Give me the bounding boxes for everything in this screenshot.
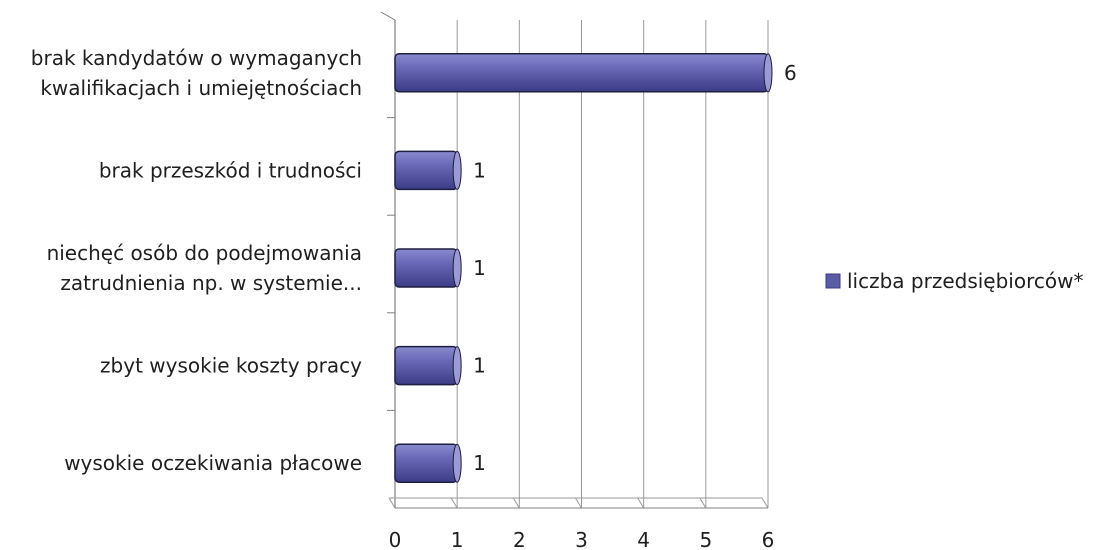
category-label: zbyt wysokie koszty pracy	[100, 354, 362, 378]
x-tick-label: 5	[699, 528, 712, 550]
labels: 0 1 2 3 4 5 6 6 brak kandydatów o wymaganych kwal…	[31, 46, 797, 550]
gridline-foot	[388, 497, 396, 509]
bar	[394, 150, 462, 191]
bar-body	[394, 443, 458, 483]
gridline-foot	[450, 497, 458, 509]
bar-body	[394, 345, 458, 386]
x-tick-label: 6	[762, 528, 775, 550]
gridline-foot	[699, 497, 707, 509]
x-tick-label: 3	[575, 528, 588, 550]
category-label: brak kandydatów o wymaganych	[31, 46, 362, 70]
bar	[394, 248, 462, 288]
gridline-foot	[637, 497, 645, 509]
bars	[394, 53, 773, 483]
y-axis-top-edge	[380, 11, 396, 21]
bar-body	[394, 248, 458, 288]
value-label: 1	[473, 354, 486, 378]
bar-cap	[452, 248, 462, 288]
value-label: 1	[473, 451, 486, 475]
legend: liczba przedsiębiorców*	[825, 269, 1083, 293]
category-label: brak przeszkód i trudności	[99, 158, 362, 182]
bar	[394, 345, 462, 386]
legend-swatch	[825, 273, 841, 289]
value-label: 1	[473, 256, 486, 280]
x-tick-label: 0	[389, 528, 402, 550]
bar	[394, 53, 773, 93]
bar-cap	[763, 53, 773, 93]
category-label: niechęć osób do podejmowania	[47, 241, 362, 265]
gridline-foot	[512, 497, 520, 509]
bar-cap	[452, 346, 462, 386]
legend-label: liczba przedsiębiorców*	[847, 269, 1083, 293]
bar	[394, 443, 462, 483]
category-label: zatrudnienia np. w systemie...	[60, 271, 362, 295]
x-tick-label: 1	[451, 528, 464, 550]
category-label: kwalifikacjach i umiejętnościach	[40, 76, 362, 100]
bar-body	[394, 53, 769, 93]
gridline-foot	[761, 497, 769, 509]
bar-body	[394, 150, 458, 191]
bar-cap	[452, 443, 462, 483]
x-tick-label: 2	[513, 528, 526, 550]
value-label: 1	[473, 158, 486, 182]
bar-cap	[452, 150, 462, 190]
category-label: wysokie oczekiwania płacowe	[64, 451, 362, 475]
x-tick-label: 4	[637, 528, 650, 550]
gridline-foot	[575, 497, 582, 509]
value-label: 6	[784, 61, 797, 85]
